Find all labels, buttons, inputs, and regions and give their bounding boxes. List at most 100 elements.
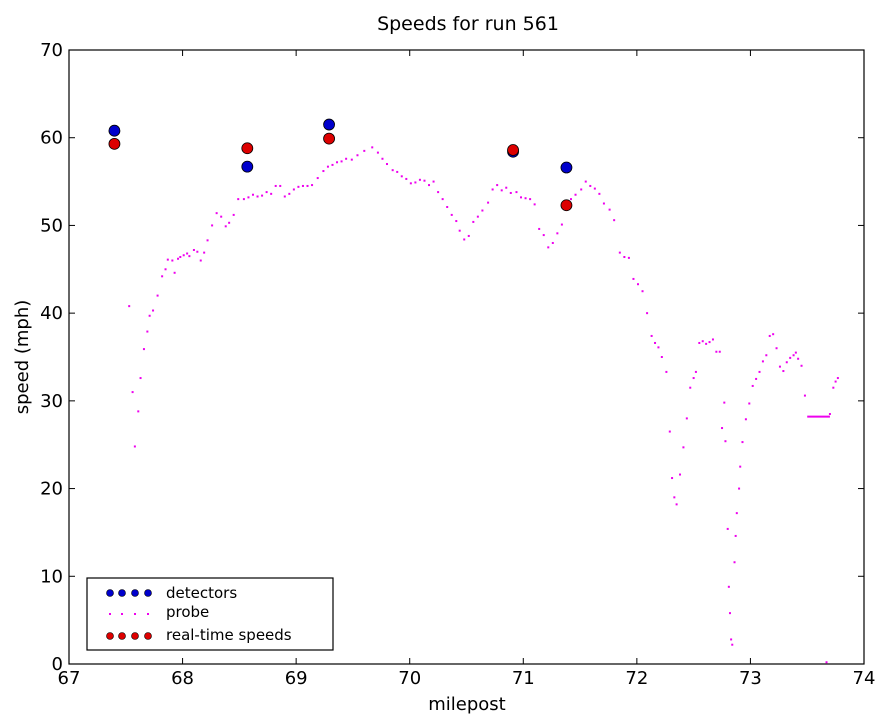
probe-point: [836, 377, 839, 380]
probe-point: [761, 360, 764, 363]
x-tick-label: 70: [398, 668, 421, 689]
probe-point: [336, 161, 339, 164]
probe-point: [735, 512, 738, 515]
probe-point: [724, 440, 727, 443]
probe-point: [270, 192, 273, 195]
real-time-speed-point: [323, 132, 335, 145]
probe-point: [524, 197, 527, 200]
probe-point: [463, 238, 466, 241]
probe-point: [476, 215, 479, 218]
probe-point: [432, 180, 435, 183]
probe-point: [733, 561, 736, 564]
probe-point: [758, 370, 761, 373]
y-tick-label: 40: [40, 303, 63, 324]
probe-point: [487, 201, 490, 204]
probe-point: [665, 370, 668, 373]
data-marks: [108, 118, 839, 664]
probe-point: [726, 527, 729, 530]
probe-point: [418, 178, 421, 181]
probe-point: [381, 157, 384, 160]
probe-point: [472, 220, 475, 223]
probe-point: [834, 380, 837, 383]
probe-point: [199, 259, 202, 262]
probe-point: [584, 180, 587, 183]
probe-point: [832, 386, 835, 389]
probe-point: [542, 234, 545, 237]
probe-point: [261, 194, 264, 197]
probe-point: [641, 290, 644, 293]
probe-point: [345, 157, 348, 160]
probe-point: [283, 195, 286, 198]
y-tick-label: 20: [40, 479, 63, 500]
x-tick-label: 71: [512, 668, 535, 689]
probe-point: [128, 305, 131, 308]
probe-point: [772, 333, 775, 336]
probe-point: [423, 179, 426, 182]
probe-point: [371, 146, 374, 149]
probe-point: [139, 377, 142, 380]
probe-point: [509, 191, 512, 194]
probe-point: [574, 193, 577, 196]
probe-point: [192, 248, 195, 251]
probe-point: [718, 350, 721, 353]
probe-point: [782, 370, 785, 373]
probe-point: [739, 465, 742, 468]
probe-point: [232, 213, 235, 216]
probe-point: [602, 202, 605, 205]
x-tick-label: 74: [853, 668, 876, 689]
probe-point: [636, 283, 639, 286]
plot-area: [68, 49, 865, 665]
probe-point: [288, 192, 291, 195]
legend-marker-real-time-speeds: [144, 632, 152, 640]
probe-point: [797, 357, 800, 360]
probe-point: [613, 219, 616, 222]
probe-point: [458, 229, 461, 232]
probe-point: [322, 170, 325, 173]
real-time-speed-point: [560, 199, 573, 212]
probe-point: [326, 165, 329, 168]
probe-point: [711, 338, 714, 341]
probe-point: [251, 193, 254, 196]
probe-point: [211, 224, 214, 227]
probe-point: [632, 277, 635, 280]
probe-point: [340, 160, 343, 163]
probe-point: [560, 223, 563, 226]
probe-point: [551, 241, 554, 244]
probe-point: [446, 206, 449, 209]
probe-point: [828, 413, 831, 416]
probe-point: [146, 330, 149, 333]
probe-point: [794, 351, 797, 354]
probe-point: [768, 334, 771, 337]
probe-point: [179, 256, 182, 259]
probe-point: [698, 341, 701, 344]
probe-point: [292, 188, 295, 191]
probe-point: [247, 196, 250, 199]
axis-ticks: 67 68 69 70 71 72 73 74 0 10 20 30 40 50 60 70: [40, 40, 875, 689]
real-time-speed-point: [241, 142, 254, 155]
probe-point: [589, 184, 592, 187]
probe-point: [515, 191, 518, 194]
probe-point: [496, 184, 499, 187]
probe-point: [161, 275, 164, 278]
legend-marker-detectors: [106, 589, 114, 597]
probe-point: [580, 188, 583, 191]
probe-point: [428, 184, 431, 187]
probe-point: [685, 417, 688, 420]
probe-point: [731, 643, 734, 646]
legend-marker-probe: [147, 613, 149, 615]
probe-point: [520, 196, 523, 199]
probe-point: [186, 252, 189, 255]
probe-point: [156, 294, 159, 297]
probe-point: [593, 187, 596, 190]
probe-point: [131, 391, 134, 394]
legend-markers: [106, 589, 152, 640]
probe-point: [730, 638, 733, 641]
probe-point: [455, 220, 458, 223]
probe-point: [569, 198, 572, 201]
probe-point: [675, 503, 678, 506]
probe-point: [164, 268, 167, 271]
x-tick-label: 69: [285, 668, 308, 689]
probe-point: [173, 271, 176, 274]
probe-point: [529, 198, 532, 201]
probe-point: [789, 356, 792, 359]
